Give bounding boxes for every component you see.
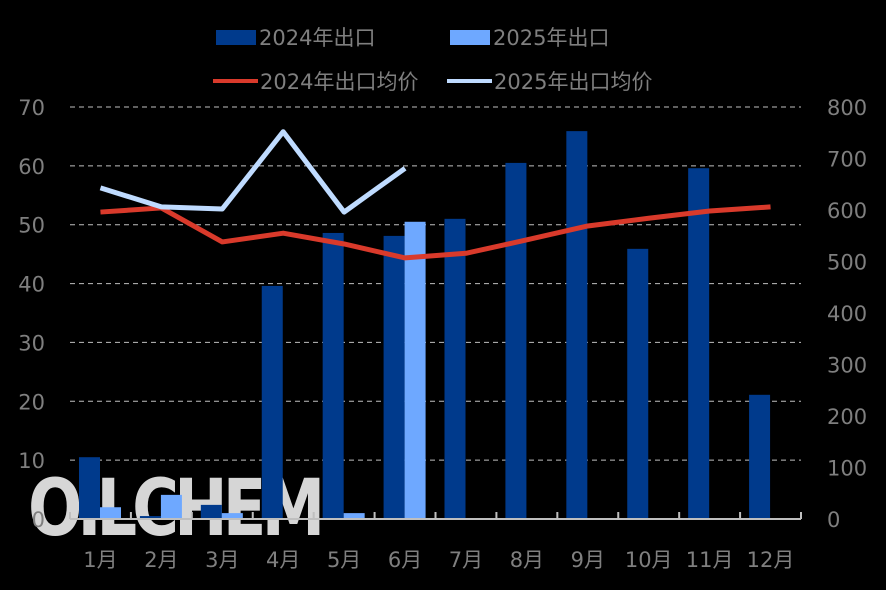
legend-item-2024-avg-price: 2024年出口均价	[213, 66, 418, 96]
x-axis-label: 3月	[205, 548, 239, 572]
y-axis-right-tick: 300	[827, 354, 867, 378]
y-axis-left-tick: 0	[32, 508, 45, 532]
x-axis-label: 12月	[747, 548, 795, 572]
bar-2024	[688, 168, 710, 519]
y-axis-right-tick: 800	[827, 96, 867, 120]
legend-item-2025-export: 2025年出口	[450, 22, 609, 52]
legend-label: 2024年出口均价	[260, 70, 419, 94]
legend-label: 2024年出口	[259, 26, 376, 50]
bar-2025	[221, 513, 243, 519]
y-axis-right-tick: 400	[827, 302, 867, 326]
legend-label: 2025年出口	[493, 26, 610, 50]
y-axis-left-tick: 70	[18, 96, 45, 120]
legend-item-2024-export: 2024年出口	[216, 22, 375, 52]
legend-label: 2025年出口均价	[494, 70, 653, 94]
y-axis-right-tick: 700	[827, 148, 867, 172]
y-axis-right-tick: 0	[827, 508, 840, 532]
line-2024-avg-price	[100, 204, 771, 261]
bar-2025	[160, 494, 182, 519]
x-axis-label: 10月	[625, 548, 673, 572]
x-axis-label: 11月	[686, 548, 734, 572]
x-axis-label: 1月	[83, 548, 117, 572]
bar-2024	[627, 248, 649, 520]
legend-swatch-2025-avg-price	[447, 79, 492, 83]
bar-2025	[404, 221, 426, 519]
x-axis-label: 8月	[510, 548, 544, 572]
line-2025-avg-price	[99, 129, 407, 215]
x-axis-label: 9月	[571, 548, 605, 572]
bar-2024	[444, 218, 466, 520]
bar-2025	[100, 507, 121, 519]
y-axis-left-tick: 60	[18, 155, 45, 179]
bar-2024	[261, 285, 283, 519]
y-axis-right-tick: 200	[827, 405, 867, 429]
bar-2024	[505, 162, 527, 519]
legend-swatch-2025-export	[450, 29, 490, 45]
bar-2024	[139, 516, 161, 519]
y-axis-left-tick: 20	[18, 390, 45, 414]
x-axis-label: 7月	[449, 548, 483, 572]
bar-2024	[322, 232, 344, 519]
bar-2024	[383, 235, 405, 519]
y-axis-left-tick: 30	[18, 331, 45, 355]
legend-item-2025-avg-price: 2025年出口均价	[447, 66, 652, 96]
y-axis-left-tick: 10	[18, 449, 45, 473]
y-axis-right-tick: 500	[827, 251, 867, 275]
x-axis-label: 6月	[388, 548, 422, 572]
x-axis-label: 2月	[144, 548, 178, 572]
y-axis-left-tick: 40	[18, 273, 45, 297]
legend-swatch-2024-avg-price	[213, 79, 258, 83]
legend-swatch-2024-export	[216, 29, 256, 45]
bar-2024	[79, 457, 100, 519]
bar-2024	[566, 131, 588, 520]
bar-2025	[343, 513, 365, 519]
bar-2024	[200, 504, 222, 519]
x-axis-label: 4月	[266, 548, 300, 572]
y-axis-right-tick: 600	[827, 199, 867, 223]
x-axis-label: 5月	[327, 548, 361, 572]
bar-2024	[749, 394, 771, 519]
y-axis-left-tick: 50	[18, 214, 45, 238]
y-axis-right-tick: 100	[827, 457, 867, 481]
